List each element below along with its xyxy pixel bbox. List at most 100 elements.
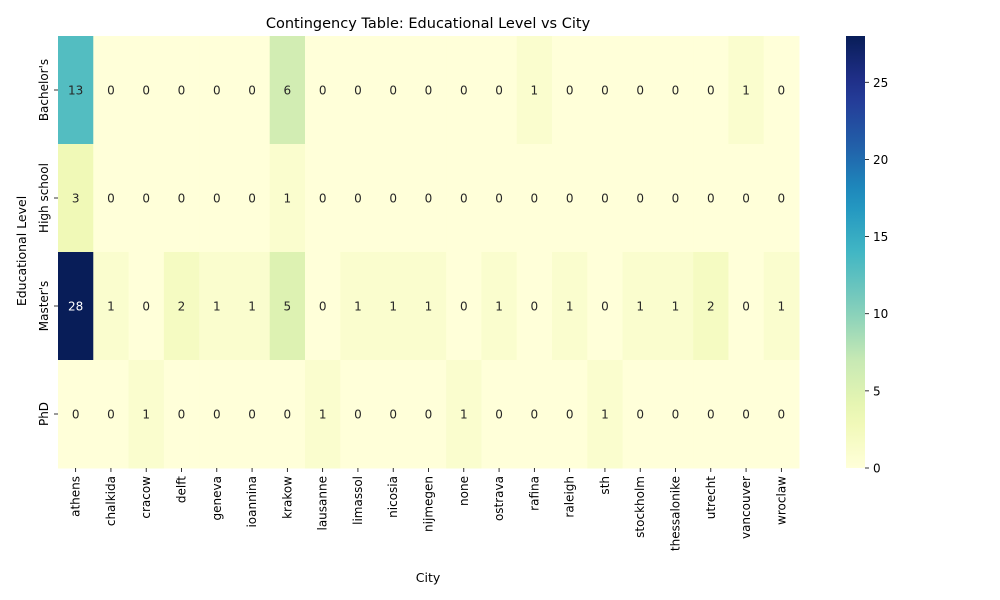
cell-value-label: 0 [531, 300, 539, 314]
cell-value-label: 0 [566, 408, 574, 422]
x-tick-label: raleigh [563, 476, 577, 518]
colorbar-tick-label: 25 [873, 76, 888, 90]
cell-value-label: 0 [460, 84, 468, 98]
heatmap-cell [58, 36, 94, 145]
heatmap-cell [728, 36, 765, 145]
x-tick-label: geneva [210, 476, 224, 520]
heatmap-cell [516, 360, 553, 469]
cell-value-label: 0 [531, 408, 539, 422]
heatmap-cell [128, 36, 165, 145]
x-tick-label: thessalonike [669, 476, 683, 551]
x-tick-label: krakow [280, 476, 294, 519]
heatmap-cell [340, 144, 377, 253]
cell-value-label: 0 [107, 408, 115, 422]
heatmap-cell [234, 252, 271, 361]
cell-value-label: 0 [354, 408, 362, 422]
cell-value-label: 0 [178, 408, 186, 422]
cell-value-label: 5 [284, 300, 292, 314]
cell-value-label: 0 [601, 84, 609, 98]
cell-value-label: 0 [707, 84, 715, 98]
heatmap-cell [163, 36, 200, 145]
heatmap-cell [58, 252, 94, 361]
heatmap-cell [375, 360, 412, 469]
cell-value-label: 1 [742, 84, 750, 98]
cell-value-label: 0 [601, 300, 609, 314]
cell-value-label: 0 [742, 192, 750, 206]
cell-value-label: 0 [566, 192, 574, 206]
colorbar-tick-label: 0 [873, 462, 881, 476]
heatmap-cell [128, 252, 165, 361]
x-axis-label: City [416, 570, 441, 585]
cell-value-label: 0 [531, 192, 539, 206]
cell-value-label: 0 [601, 192, 609, 206]
y-axis: Bachelor's High school Master's PhD [37, 59, 58, 426]
heatmap-cell [199, 144, 235, 253]
cell-value-label: 13 [68, 84, 83, 98]
cell-value-label: 1 [672, 300, 680, 314]
heatmap-cell [199, 252, 235, 361]
cell-value-label: 1 [531, 84, 539, 98]
y-tick-label: Master's [37, 281, 51, 332]
x-tick-label: cracow [139, 476, 153, 519]
heatmap-cell [163, 360, 200, 469]
heatmap-cell [234, 360, 271, 469]
heatmap-cell [234, 144, 271, 253]
cell-value-label: 1 [636, 300, 644, 314]
cell-value-label: 0 [672, 192, 680, 206]
cell-value-label: 0 [389, 84, 397, 98]
heatmap-cell [622, 36, 659, 145]
heatmap-cell [93, 252, 130, 361]
heatmap-cell [375, 252, 412, 361]
cell-value-label: 0 [460, 300, 468, 314]
heatmap-cell [516, 36, 553, 145]
cell-value-label: 1 [319, 408, 327, 422]
cell-value-label: 0 [425, 192, 433, 206]
heatmap-cell [693, 144, 729, 253]
cell-value-label: 2 [707, 300, 715, 314]
heatmap-cell [587, 360, 624, 469]
heatmap-cell [269, 252, 306, 361]
x-tick-label: nicosia [386, 476, 400, 518]
cell-value-label: 0 [495, 192, 503, 206]
heatmap-cell [410, 252, 447, 361]
heatmap-cell [446, 144, 482, 253]
heatmap-cell [199, 360, 235, 469]
y-tick-label: High school [37, 163, 51, 233]
heatmap-cell [552, 144, 588, 253]
x-tick-label: utrecht [704, 476, 718, 520]
cell-value-label: 0 [319, 300, 327, 314]
heatmap-cell [587, 36, 624, 145]
cell-value-label: 2 [178, 300, 186, 314]
x-tick-label: athens [69, 476, 83, 517]
cell-value-label: 1 [460, 408, 468, 422]
cell-value-label: 1 [389, 300, 397, 314]
x-tick-label: rafina [527, 476, 541, 511]
cell-value-label: 0 [566, 84, 574, 98]
cell-value-label: 0 [248, 192, 256, 206]
cell-value-label: 0 [389, 408, 397, 422]
cell-value-label: 0 [107, 192, 115, 206]
cell-value-label: 0 [460, 192, 468, 206]
cell-value-label: 6 [284, 84, 292, 98]
cell-value-label: 1 [778, 300, 786, 314]
cell-value-label: 1 [213, 300, 221, 314]
heatmap-cell [446, 252, 482, 361]
cell-value-label: 0 [636, 84, 644, 98]
cell-value-label: 0 [248, 84, 256, 98]
heatmap-cell [234, 36, 271, 145]
heatmap-cell [657, 360, 694, 469]
heatmap-cell [728, 144, 765, 253]
heatmap-cell [269, 360, 306, 469]
cell-value-label: 0 [319, 192, 327, 206]
heatmap-cell [128, 144, 165, 253]
heatmap-cell [93, 144, 130, 253]
cell-value-label: 1 [142, 408, 150, 422]
heatmap-cell [552, 360, 588, 469]
heatmap-cell [269, 144, 306, 253]
x-tick-label: wroclaw [774, 476, 788, 525]
x-tick-label: vancouver [739, 476, 753, 539]
cell-value-label: 1 [566, 300, 574, 314]
heatmap-cell [763, 36, 800, 145]
cell-value-label: 0 [742, 300, 750, 314]
